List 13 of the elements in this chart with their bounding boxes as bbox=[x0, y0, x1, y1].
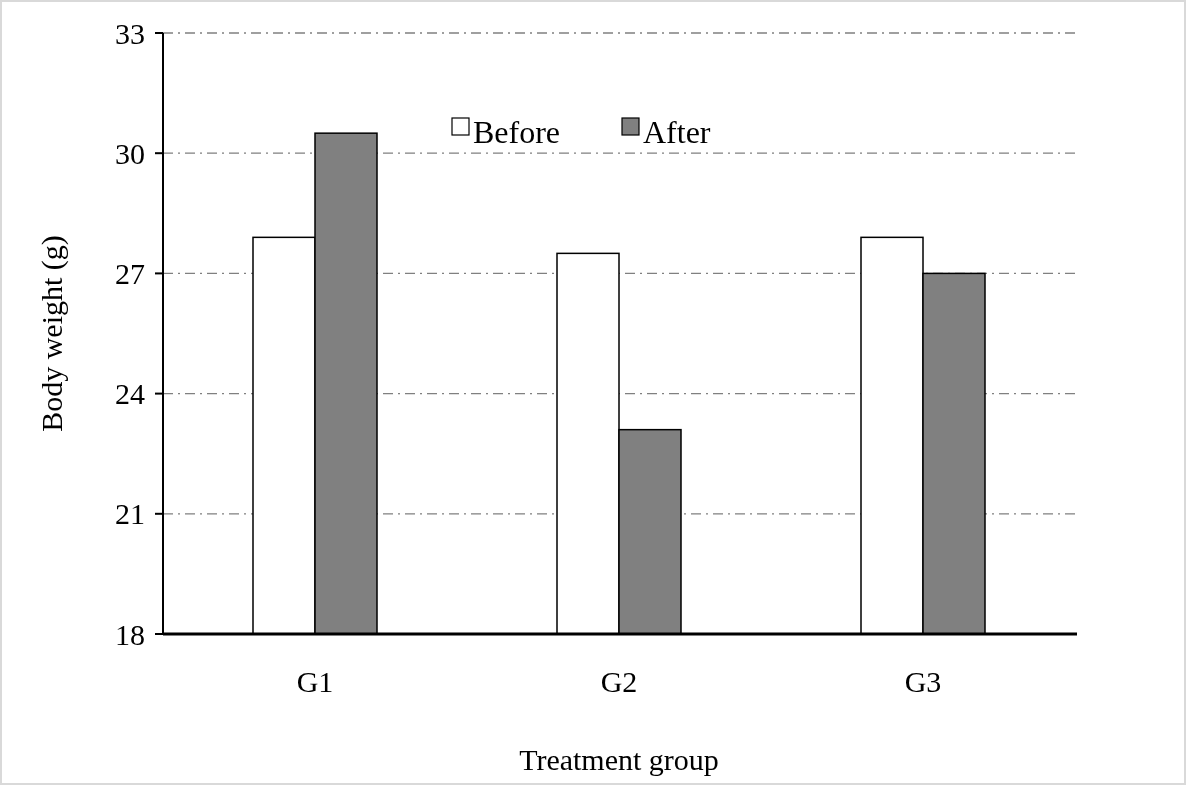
x-tick-label: G1 bbox=[296, 665, 334, 698]
y-tick-label: 27 bbox=[115, 256, 145, 290]
legend-label: After bbox=[643, 114, 711, 151]
y-tick-label: 30 bbox=[115, 136, 145, 170]
y-tick-label: 33 bbox=[115, 16, 145, 50]
y-tick-label: 21 bbox=[115, 497, 145, 531]
x-tick-label: G2 bbox=[600, 665, 638, 698]
x-axis-title: Treatment group bbox=[519, 743, 719, 776]
legend-label: Before bbox=[473, 114, 561, 151]
y-tick-label: 18 bbox=[115, 617, 145, 651]
y-tick-label: 24 bbox=[115, 377, 145, 411]
x-tick-label: G3 bbox=[904, 665, 942, 698]
y-axis-title: Body weight (g) bbox=[35, 235, 69, 432]
